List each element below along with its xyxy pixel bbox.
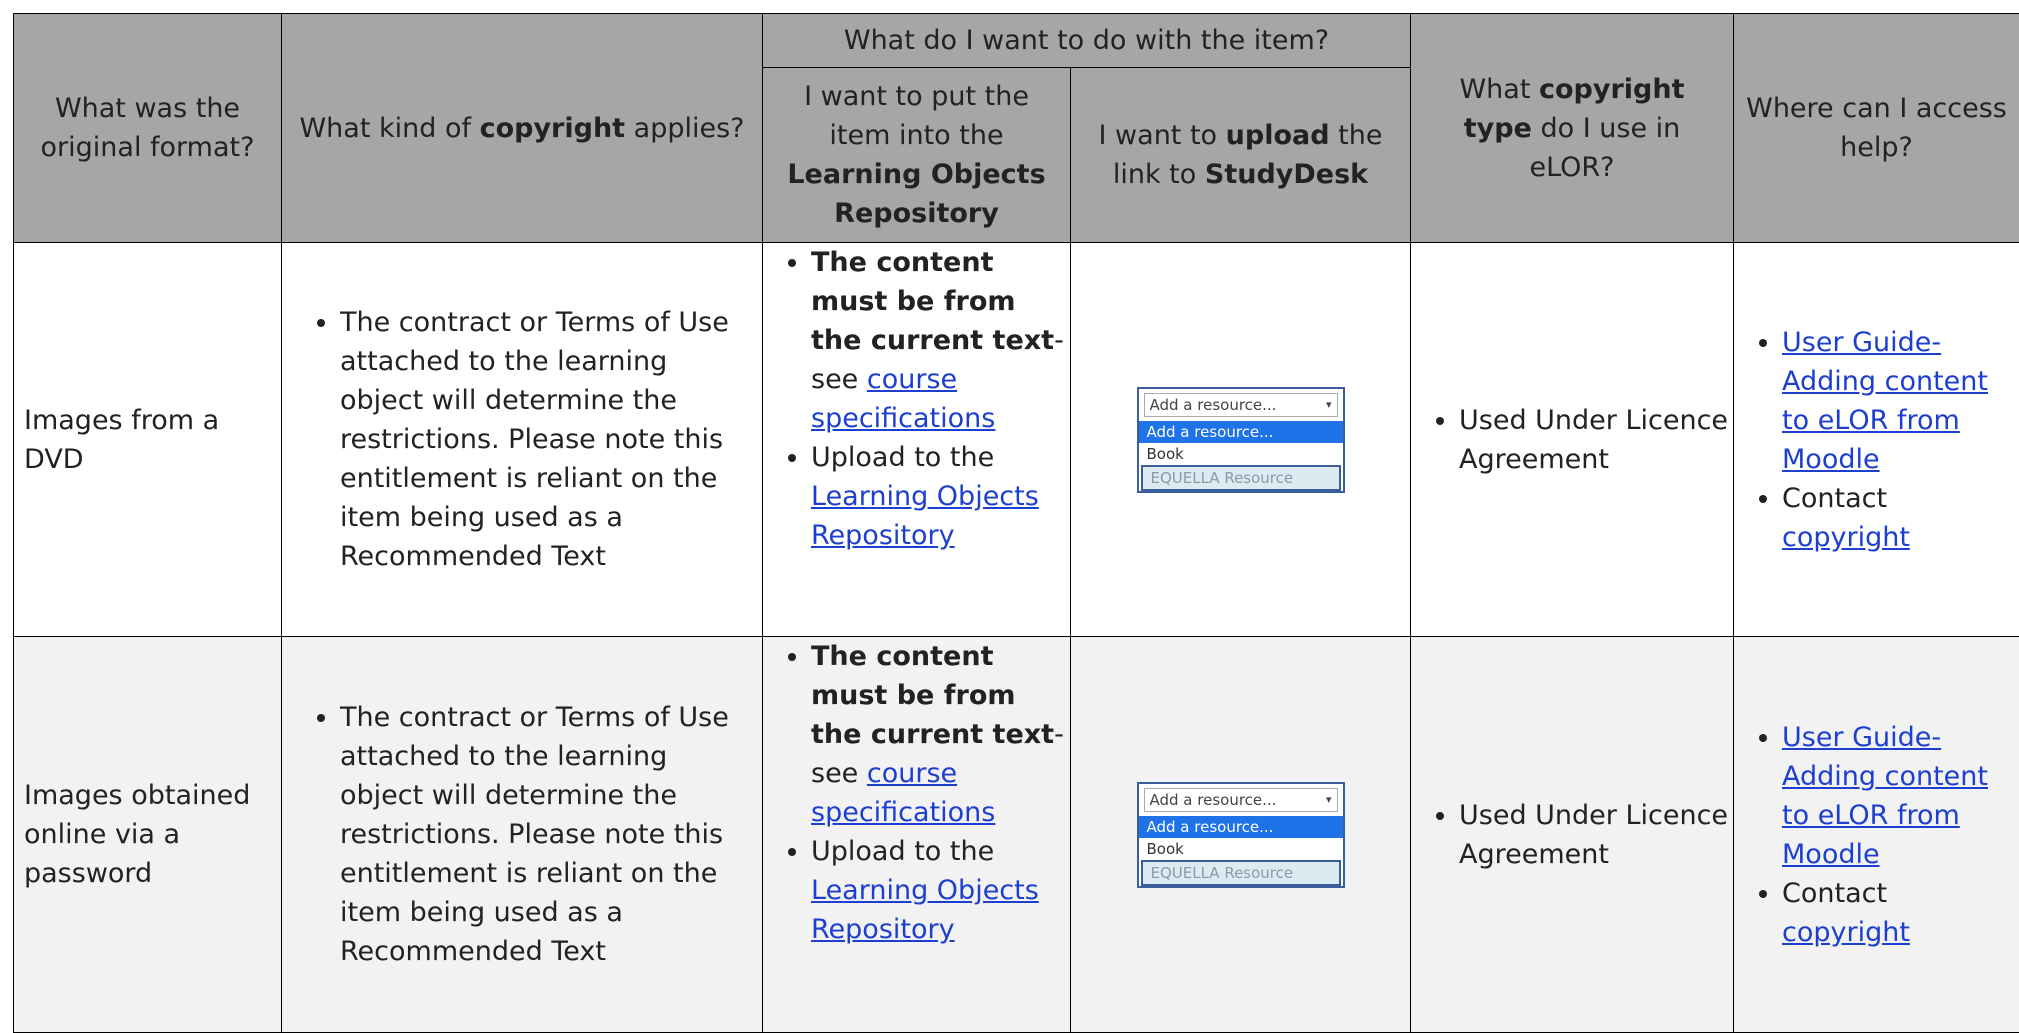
- bullet-item: Contact copyright: [1782, 479, 2015, 557]
- link[interactable]: Learning Objects Repository: [811, 875, 1039, 945]
- dropdown-option: Book: [1139, 838, 1343, 860]
- format-text: Images obtained online via a password: [24, 780, 250, 889]
- copyright-table: What was the original format? What kind …: [13, 13, 2019, 1033]
- header-copyright: What kind of copyright applies?: [282, 14, 763, 243]
- dropdown-option: Add a resource...: [1139, 816, 1343, 838]
- header-format: What was the original format?: [14, 14, 282, 243]
- repository-cell: The content must be from the current tex…: [763, 637, 1071, 1033]
- table-row: Images obtained online via a password The…: [14, 637, 2019, 1033]
- header-text: What was the original format?: [41, 93, 255, 163]
- header-action: What do I want to do with the item?: [763, 14, 1411, 68]
- table-body: Images from a DVD The contract or Terms o…: [14, 243, 2019, 1033]
- bullet-item: The content must be from the current tex…: [811, 637, 1066, 832]
- copyright-cell: The contract or Terms of Use attached to…: [282, 637, 763, 1033]
- type-cell: Used Under Licence Agreement: [1411, 637, 1734, 1033]
- bullet-list: Used Under Licence Agreement: [1411, 401, 1729, 479]
- text: Contact: [1782, 878, 1887, 909]
- bullet-item: Upload to the Learning Objects Repositor…: [811, 438, 1066, 555]
- bullet-item: Upload to the Learning Objects Repositor…: [811, 832, 1066, 949]
- header-bold: upload: [1226, 120, 1330, 151]
- help-cell: User Guide- Adding content to eLOR from …: [1734, 637, 2019, 1033]
- bullet-item: Used Under Licence Agreement: [1459, 401, 1729, 479]
- repository-cell: The content must be from the current tex…: [763, 243, 1071, 637]
- bullet-item: The content must be from the current tex…: [811, 243, 1066, 438]
- bullet-list: The content must be from the current tex…: [763, 243, 1066, 555]
- header-bold: Learning Objects Repository: [787, 159, 1045, 229]
- link[interactable]: Learning Objects Repository: [811, 481, 1039, 551]
- copyright-cell: The contract or Terms of Use attached to…: [282, 243, 763, 637]
- dropdown-select: Add a resource...: [1144, 788, 1338, 812]
- help-cell: User Guide- Adding content to eLOR from …: [1734, 243, 2019, 637]
- bullet-item: User Guide- Adding content to eLOR from …: [1782, 323, 2015, 479]
- header-text: do I use in eLOR?: [1529, 113, 1680, 183]
- link[interactable]: copyright: [1782, 917, 1910, 948]
- bullet-item: Contact copyright: [1782, 874, 2015, 952]
- bullet-item: User Guide- Adding content to eLOR from …: [1782, 718, 2015, 874]
- link[interactable]: User Guide- Adding content to eLOR from …: [1782, 722, 1988, 870]
- format-cell: Images obtained online via a password: [14, 637, 282, 1033]
- bullet-item: Used Under Licence Agreement: [1459, 796, 1729, 874]
- bold-text: The content must be from the current tex…: [811, 247, 1054, 356]
- upload-cell: Add a resource...Add a resource...BookEQ…: [1071, 243, 1411, 637]
- dropdown-option: Add a resource...: [1139, 421, 1343, 443]
- dropdown-select: Add a resource...: [1144, 393, 1338, 417]
- header-text: What kind of: [299, 113, 479, 144]
- bullet-list: User Guide- Adding content to eLOR from …: [1734, 718, 2015, 952]
- bullet-list: The content must be from the current tex…: [763, 637, 1066, 949]
- bullet-item: The contract or Terms of Use attached to…: [340, 303, 752, 576]
- format-text: Images from a DVD: [24, 405, 219, 475]
- header-bold: StudyDesk: [1205, 159, 1368, 190]
- header-repository: I want to put the item into the Learning…: [763, 68, 1071, 243]
- header-bold: copyright: [480, 113, 626, 144]
- text: Upload to the: [811, 836, 994, 867]
- dropdown-image: Add a resource...Add a resource...BookEQ…: [1137, 387, 1345, 493]
- bullet-item: The contract or Terms of Use attached to…: [340, 698, 752, 971]
- table-row: Images from a DVD The contract or Terms o…: [14, 243, 2019, 637]
- upload-cell: Add a resource...Add a resource...BookEQ…: [1071, 637, 1411, 1033]
- format-cell: Images from a DVD: [14, 243, 282, 637]
- header-text: Where can I access help?: [1746, 93, 2007, 163]
- type-cell: Used Under Licence Agreement: [1411, 243, 1734, 637]
- header-text: I want to: [1099, 120, 1226, 151]
- dropdown-option: Book: [1139, 443, 1343, 465]
- dropdown-option: EQUELLA Resource: [1141, 465, 1341, 491]
- bullet-list: The contract or Terms of Use attached to…: [292, 303, 752, 576]
- link[interactable]: copyright: [1782, 522, 1910, 553]
- header-text: applies?: [625, 113, 744, 144]
- header-text: I want to put the item into the: [804, 81, 1029, 151]
- text: Upload to the: [811, 442, 994, 473]
- bullet-list: The contract or Terms of Use attached to…: [292, 698, 752, 971]
- header-type: What copyright type do I use in eLOR?: [1411, 14, 1734, 243]
- header-help: Where can I access help?: [1734, 14, 2019, 243]
- dropdown-image: Add a resource...Add a resource...BookEQ…: [1137, 782, 1345, 888]
- dropdown-option: EQUELLA Resource: [1141, 860, 1341, 886]
- bullet-list: Used Under Licence Agreement: [1411, 796, 1729, 874]
- text: Contact: [1782, 483, 1887, 514]
- link[interactable]: User Guide- Adding content to eLOR from …: [1782, 327, 1988, 475]
- bullet-list: User Guide- Adding content to eLOR from …: [1734, 323, 2015, 557]
- header-text: What: [1459, 74, 1539, 105]
- bold-text: The content must be from the current tex…: [811, 641, 1054, 750]
- header-upload: I want to upload the link to StudyDesk: [1071, 68, 1411, 243]
- header-text: What do I want to do with the item?: [844, 25, 1329, 56]
